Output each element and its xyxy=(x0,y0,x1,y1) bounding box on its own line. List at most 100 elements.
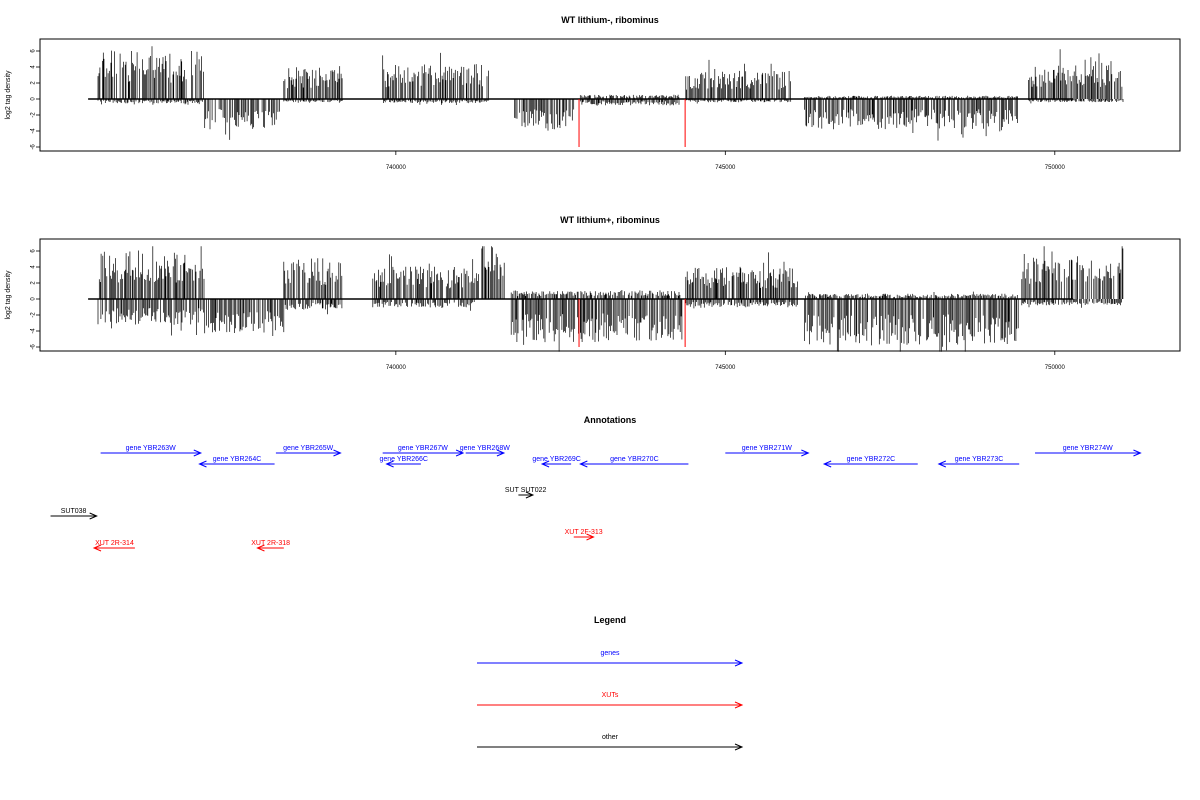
y-tick-label: 4 xyxy=(31,65,37,69)
y-tick-label: -6 xyxy=(31,144,37,150)
y-tick-label: -4 xyxy=(31,328,37,334)
arrow-head-icon xyxy=(496,449,506,457)
x-tick-label: 745000 xyxy=(715,365,736,371)
feature-gene: gene YBR269C xyxy=(532,456,581,468)
y-axis: -6 -4 -2 0 2 4 6 xyxy=(31,249,40,350)
arrow-head-icon xyxy=(256,544,265,552)
feature-gene: gene YBR263W xyxy=(100,445,203,457)
y-tick-label: -2 xyxy=(31,112,37,118)
feature-gene: gene YBR268W xyxy=(460,445,510,457)
y-tick-label: -2 xyxy=(31,312,37,318)
y-tick-label: -6 xyxy=(31,344,37,350)
y-tick-label: 4 xyxy=(31,265,37,269)
feature-gene: gene YBR270C xyxy=(579,456,689,468)
negative-strand-bars xyxy=(97,299,1122,352)
y-tick-label: 2 xyxy=(31,281,37,285)
plot-frame xyxy=(39,238,1181,352)
arrow-head-icon xyxy=(198,460,207,468)
x-tick-label: 750000 xyxy=(1045,365,1066,371)
feature-label: gene YBR264C xyxy=(213,456,262,463)
feature-gene: gene YBR266C xyxy=(379,456,428,468)
panel-lithium-plus: WT lithium+, ribominus log2 tag density … xyxy=(5,215,1181,371)
feature-gene: gene YBR271W xyxy=(725,445,810,457)
feature-label: gene YBR272C xyxy=(847,456,896,463)
feature-label: gene YBR265W xyxy=(283,445,333,452)
feature-label: XUT 2R-314 xyxy=(95,540,134,547)
x-tick-label: 750000 xyxy=(1045,165,1066,171)
feature-gene: gene YBR274W xyxy=(1035,445,1142,457)
x-axis: 740000 745000 750000 xyxy=(386,151,1066,171)
legend-title: Legend xyxy=(594,615,626,625)
arrow-head-icon xyxy=(333,449,342,457)
arrow-head-icon xyxy=(89,512,98,520)
feature-label: SUT SUT022 xyxy=(505,487,547,494)
panel-lithium-minus: WT lithium-, ribominus log2 tag density … xyxy=(5,15,1181,171)
x-tick-label: 740000 xyxy=(386,365,407,371)
feature-label: gene YBR273C xyxy=(955,456,1004,463)
feature-xut: XUT 2F-313 xyxy=(565,529,603,541)
feature-label: gene YBR268W xyxy=(460,445,510,452)
positive-strand-bars xyxy=(97,46,1123,99)
feature-other: SUT038 xyxy=(50,508,98,520)
feature-label: gene YBR274W xyxy=(1063,445,1113,452)
arrow-head-icon xyxy=(822,460,832,468)
feature-label: gene YBR271W xyxy=(742,445,792,452)
feature-label: gene YBR266C xyxy=(379,456,428,463)
y-tick-label: 0 xyxy=(31,97,37,101)
arrow-head-icon xyxy=(734,701,744,709)
arrow-head-icon xyxy=(540,460,550,468)
legend-item-genes: genes xyxy=(477,650,744,667)
x-axis: 740000 745000 750000 xyxy=(386,351,1066,371)
y-tick-label: -4 xyxy=(31,128,37,134)
annotations-title: Annotations xyxy=(584,415,637,425)
feature-label: SUT038 xyxy=(61,508,87,515)
y-tick-label: 6 xyxy=(31,49,37,53)
feature-label: gene YBR270C xyxy=(610,456,659,463)
arrow-head-icon xyxy=(525,491,535,499)
arrow-head-icon xyxy=(734,743,744,751)
feature-label: XUT 2F-313 xyxy=(565,529,603,536)
feature-gene: gene YBR264C xyxy=(198,456,275,468)
feature-xut: XUT 2R-314 xyxy=(92,540,135,552)
feature-gene: gene YBR272C xyxy=(822,456,918,468)
arrow-head-icon xyxy=(1133,449,1142,457)
x-tick-label: 740000 xyxy=(386,165,407,171)
feature-gene: gene YBR265W xyxy=(275,445,342,457)
y-tick-label: 2 xyxy=(31,81,37,85)
arrow-head-icon xyxy=(455,449,465,457)
panel-title: WT lithium+, ribominus xyxy=(560,215,660,225)
density-bars xyxy=(88,46,1124,147)
feature-label: gene YBR267W xyxy=(398,445,448,452)
y-axis-label: log2 tag density xyxy=(5,70,12,120)
negative-strand-bars xyxy=(97,99,1124,141)
arrow-head-icon xyxy=(92,544,102,552)
feature-label: gene YBR263W xyxy=(126,445,176,452)
arrow-head-icon xyxy=(586,533,595,541)
plot-frame xyxy=(39,38,1181,152)
x-tick-label: 745000 xyxy=(715,165,736,171)
y-axis: -6 -4 -2 0 2 4 6 xyxy=(31,49,40,150)
arrow-head-icon xyxy=(385,460,394,468)
arrow-head-icon xyxy=(734,659,744,667)
arrow-head-icon xyxy=(579,460,588,468)
legend-label: genes xyxy=(600,650,620,657)
feature-other: SUT SUT022 xyxy=(505,487,547,499)
y-axis-label: log2 tag density xyxy=(5,270,12,320)
feature-gene: gene YBR273C xyxy=(937,456,1020,468)
legend-item-other: other xyxy=(477,734,744,751)
arrow-head-icon xyxy=(193,449,203,457)
feature-xut: XUT 2R-318 xyxy=(251,540,290,552)
feature-gene: gene YBR267W xyxy=(382,445,465,457)
legend-item-XUTs: XUTs xyxy=(477,692,744,709)
legend-label: XUTs xyxy=(602,692,619,699)
density-bars xyxy=(88,246,1124,352)
feature-layer: gene YBR263W gene YBR264C gene YBR265W gene… xyxy=(50,445,1142,552)
arrow-head-icon xyxy=(937,460,947,468)
arrow-head-icon xyxy=(801,449,810,457)
positive-strand-bars xyxy=(98,246,1124,299)
y-tick-label: 0 xyxy=(31,297,37,301)
feature-label: gene YBR269C xyxy=(532,456,581,463)
legend-items: genes XUTs other xyxy=(477,650,744,751)
